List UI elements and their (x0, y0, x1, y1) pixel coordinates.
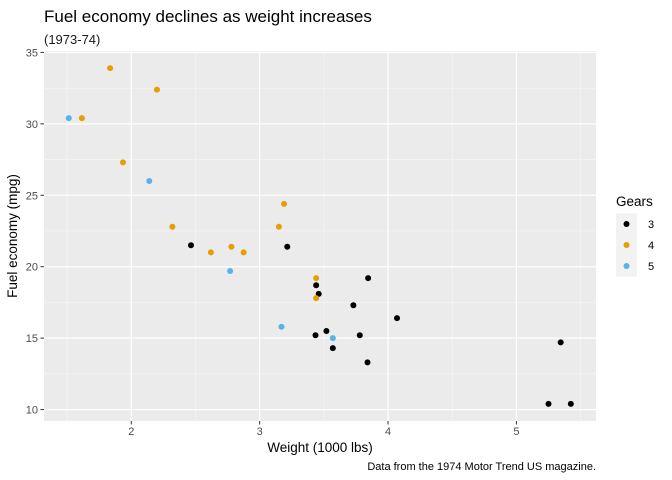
data-point-gear-3 (329, 345, 336, 352)
data-point-gear-4 (78, 115, 85, 122)
y-tick-label: 20 (26, 262, 38, 274)
data-point-gear-3 (356, 332, 363, 339)
data-point-gear-4 (207, 249, 214, 256)
x-axis-title: Weight (1000 lbs) (267, 440, 373, 455)
data-points (65, 65, 574, 407)
data-point-gear-4 (240, 249, 247, 256)
x-tick-label: 3 (257, 426, 263, 438)
legend-key-gear-3 (623, 221, 630, 227)
data-point-gear-3 (284, 243, 291, 250)
y-tick-label: 30 (26, 119, 38, 131)
legend: Gears 3 4 5 (616, 194, 654, 277)
y-tick-label: 35 (26, 47, 38, 59)
legend-title: Gears (616, 194, 653, 209)
data-point-gear-5 (278, 323, 285, 330)
data-point-gear-5 (65, 115, 72, 122)
chart-title: Fuel economy declines as weight increase… (44, 7, 372, 26)
data-point-gear-3 (350, 302, 357, 309)
legend-key-gear-5 (623, 263, 630, 269)
data-point-gear-4 (281, 200, 288, 207)
chart-caption: Data from the 1974 Motor Trend US magazi… (367, 461, 596, 473)
data-point-gear-4 (119, 159, 126, 166)
legend-label-gear-4: 4 (648, 240, 654, 252)
data-point-gear-3 (312, 332, 319, 339)
y-tick-label: 10 (26, 405, 38, 417)
x-tick-label: 2 (128, 426, 134, 438)
data-point-gear-5 (146, 178, 153, 184)
data-point-gear-3 (567, 400, 574, 407)
y-tick-label: 15 (26, 333, 38, 345)
data-point-gear-4 (169, 223, 176, 230)
x-tick-label: 4 (385, 426, 391, 438)
legend-label-gear-5: 5 (648, 261, 654, 273)
data-point-gear-4 (275, 223, 282, 230)
data-point-gear-4 (107, 65, 114, 72)
legend-label-gear-3: 3 (648, 219, 654, 231)
data-point-gear-3 (364, 359, 371, 366)
data-point-gear-3 (187, 242, 194, 249)
x-axis: 2 3 4 5 (128, 421, 519, 438)
data-point-gear-5 (227, 268, 234, 274)
data-point-gear-3 (313, 282, 320, 289)
data-point-gear-3 (365, 275, 372, 282)
plot-panel (44, 51, 596, 421)
data-point-gear-3 (394, 315, 401, 322)
y-axis-title: Fuel economy (mpg) (5, 174, 20, 298)
minor-gridlines (44, 51, 596, 421)
major-gridlines (44, 51, 596, 421)
data-point-gear-4 (313, 275, 320, 282)
legend-key-gear-4 (623, 242, 630, 248)
data-point-gear-5 (329, 335, 336, 342)
data-point-gear-3 (323, 328, 330, 334)
data-point-gear-4 (313, 295, 320, 302)
chart-subtitle: (1973-74) (44, 32, 100, 47)
y-axis: 10 15 20 25 30 35 (26, 47, 44, 417)
data-point-gear-3 (545, 400, 552, 407)
y-tick-label: 25 (26, 190, 38, 202)
data-point-gear-4 (153, 86, 160, 93)
data-point-gear-3 (557, 339, 564, 346)
data-point-gear-4 (228, 243, 235, 250)
x-tick-label: 5 (513, 426, 519, 438)
